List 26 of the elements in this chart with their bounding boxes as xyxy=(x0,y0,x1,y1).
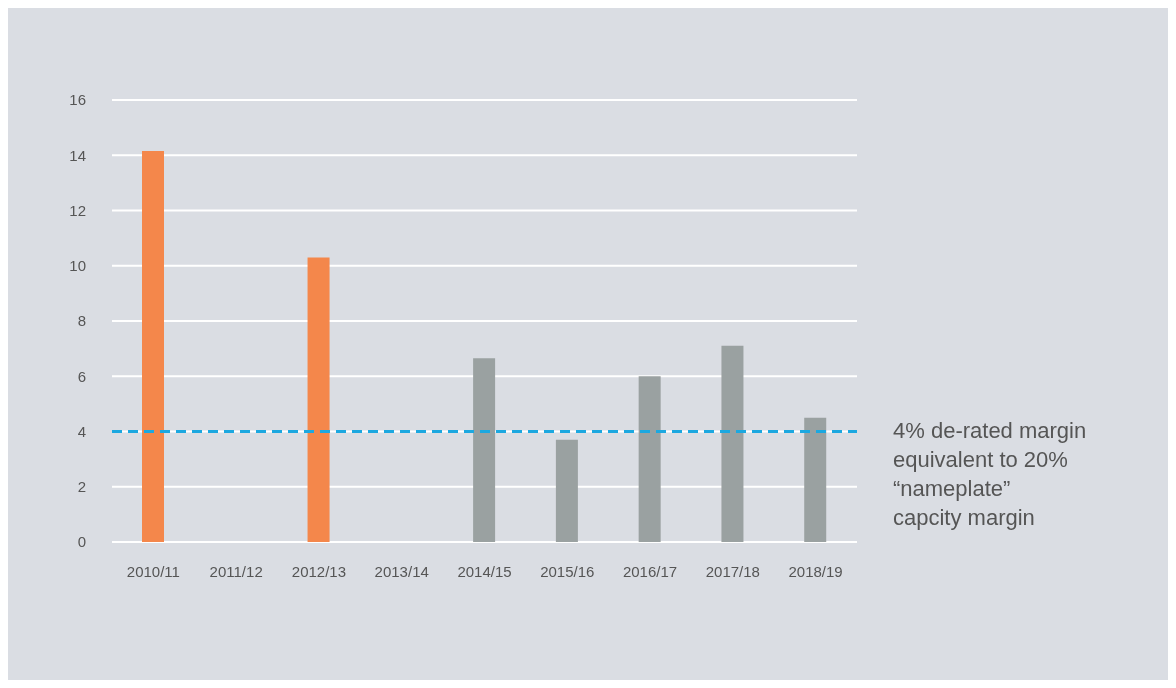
x-tick-label: 2018/19 xyxy=(788,562,843,580)
x-tick-label: 2016/17 xyxy=(622,562,678,580)
x-tick-label: 2010/11 xyxy=(126,562,180,580)
bar xyxy=(307,257,330,542)
x-tick-label: 2017/18 xyxy=(705,562,760,580)
y-tick-label: 6 xyxy=(77,367,86,385)
bar xyxy=(142,151,164,542)
bar xyxy=(473,358,496,542)
x-tick-label: 2011/12 xyxy=(209,562,263,580)
bar xyxy=(638,376,661,542)
y-tick-label: 4 xyxy=(77,422,86,440)
y-tick-label: 16 xyxy=(69,91,86,109)
ref-line-label: 4% de-rated margin equivalent to 20% “nameplate” capcity margin xyxy=(893,416,1088,532)
bar xyxy=(804,417,827,542)
bar xyxy=(555,439,578,542)
y-tick-label: 14 xyxy=(69,146,86,164)
y-tick-label: 2 xyxy=(77,478,86,496)
x-tick-label: 2013/14 xyxy=(374,562,429,580)
y-tick-label: 12 xyxy=(69,201,86,219)
y-tick-label: 0 xyxy=(77,533,86,551)
bar xyxy=(721,345,744,542)
x-tick-label: 2012/13 xyxy=(291,562,347,580)
x-tick-label: 2015/16 xyxy=(540,562,595,580)
x-tick-label: 2014/15 xyxy=(457,562,512,580)
y-tick-label: 10 xyxy=(69,257,86,275)
y-tick-label: 8 xyxy=(77,312,86,330)
